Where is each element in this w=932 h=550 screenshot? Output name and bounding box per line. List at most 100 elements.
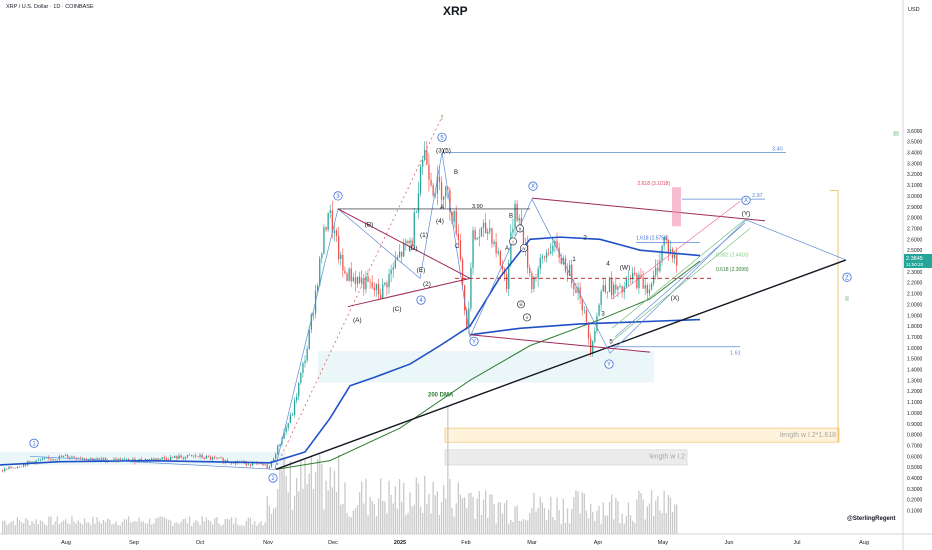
candle-body [541,256,543,259]
volume-bar [20,521,23,534]
volume-bar [39,520,42,534]
volume-bar [75,523,77,534]
volume-bar [283,458,285,534]
last-price: 2.3845 [906,256,923,262]
volume-bar [243,525,245,534]
volume-bar [92,516,94,534]
volume-bar [144,523,147,534]
volume-bar [422,513,424,534]
candle-body [178,455,180,459]
candle-body [48,457,50,459]
volume-bar [134,521,136,534]
volume-bar [289,461,291,534]
candle-body [428,164,430,180]
candle-body [518,218,520,221]
volume-bar [354,508,357,534]
volume-bar [121,521,123,534]
subwave-iv: iv [522,246,526,251]
volume-bar [390,494,392,534]
volume-bar [468,493,470,534]
wave-label: 3 [601,311,605,317]
candle-body [583,310,585,311]
volume-bar [327,490,329,534]
volume-bar [667,494,669,534]
candle-body [212,457,214,460]
candle-body [325,227,327,230]
x-tick-label: Dec [328,540,338,546]
candle-body [611,279,613,296]
volume-bar [436,491,438,534]
volume-bar [174,522,176,534]
y-tick-label: 2.8000 [907,216,923,222]
volume-bar [167,519,170,534]
candle-body [674,254,676,259]
volume-bar [81,524,84,534]
volume-bar [455,503,457,534]
channel-blue [614,222,746,338]
candle-body [41,458,44,460]
volume-bar [388,480,390,534]
volume-bar [457,482,459,534]
volume-bar [600,523,602,534]
y-tick-label: 0.9000 [907,422,923,428]
volume-bar [111,524,113,534]
volume-bar [146,523,149,534]
volume-bar [29,525,31,534]
volume-bar [193,522,195,534]
volume-bar [583,493,585,534]
volume-bar [527,520,529,534]
volume-bar [214,518,216,534]
candle-body [424,149,426,161]
candle-body [432,185,434,196]
candle-body [264,464,266,466]
volume-bar [545,520,548,534]
volume-bar [338,454,340,534]
volume-bar [48,516,50,534]
volume-bar [653,515,655,534]
volume-bar [571,508,573,534]
volume-bar [398,479,401,534]
candle-body [335,230,338,236]
candle-body [608,279,611,293]
candle-body [606,291,609,293]
candle-body [440,182,443,200]
candle-body [201,455,203,458]
y-tick-label: 3.3000 [907,161,923,167]
candle-body [632,272,634,280]
volume-bar [151,524,153,534]
candle-body [602,285,604,292]
candle-body [615,284,617,290]
candle-body [430,179,432,186]
volume-bar [117,525,119,534]
volume-bar [606,515,609,534]
volume-bar [512,522,514,534]
candle-body [499,251,501,266]
subwave-i-circle [509,237,517,246]
volume-bar [281,469,283,534]
watermark: @SterlingRegent [847,516,896,522]
candle-body [522,230,525,249]
candle-body [247,464,249,466]
volume-bar [157,517,159,534]
candle-body [638,274,640,289]
candle-body [195,455,197,457]
candle-body [348,268,350,281]
volume-bar [207,520,210,534]
candle-body [86,459,88,461]
x-tick-label: Jun [725,540,734,546]
volume-bar [539,496,541,534]
volume-bar [650,490,653,534]
volume-bar [12,520,14,534]
volume-bar [352,510,354,534]
wave-label-2: 2 [271,476,275,482]
volume-bar [363,503,365,534]
y-tick-label: 1.2000 [907,389,923,395]
volume-bar [598,505,600,534]
volume-bar [153,523,155,534]
volume-bar [10,521,12,534]
candle-body [56,459,58,461]
candle-body [174,455,176,458]
volume-bar [634,522,636,534]
volume-bar [258,523,260,534]
